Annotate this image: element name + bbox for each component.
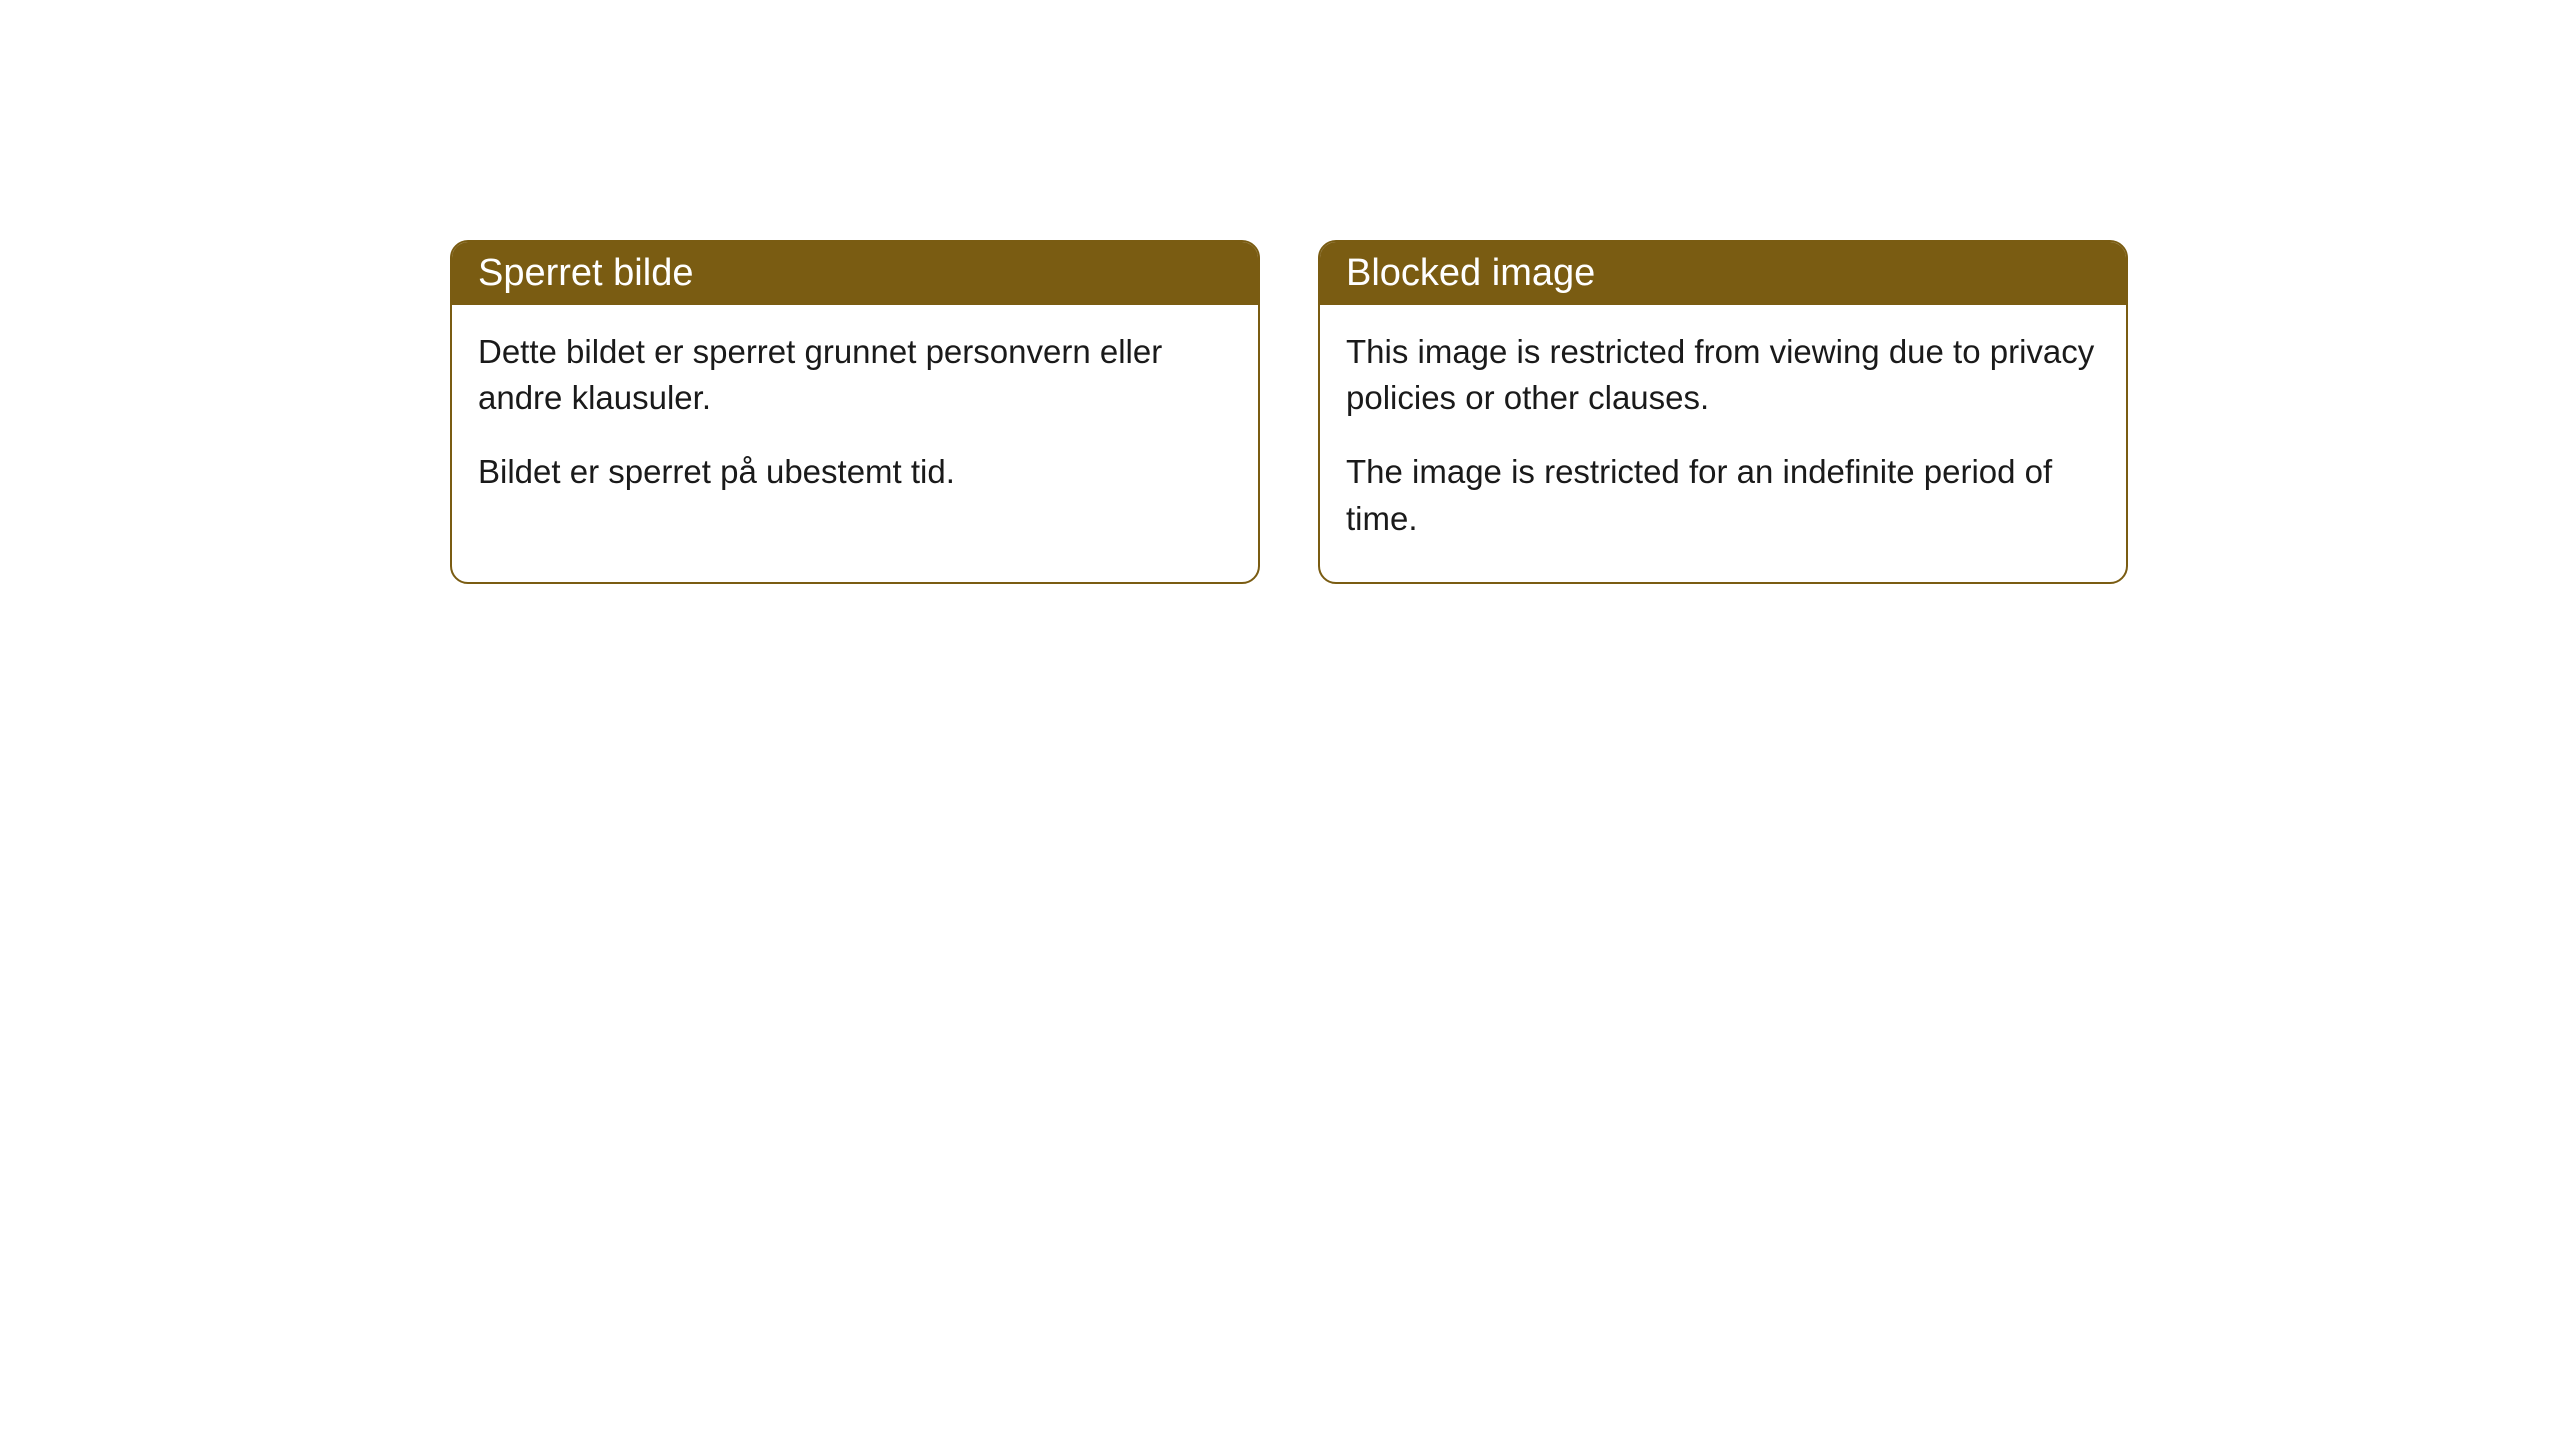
card-body-norwegian: Dette bildet er sperret grunnet personve… [452,305,1258,536]
card-header-norwegian: Sperret bilde [452,242,1258,305]
notice-card-norwegian: Sperret bilde Dette bildet er sperret gr… [450,240,1260,584]
card-title-norwegian: Sperret bilde [478,252,693,294]
notice-cards-container: Sperret bilde Dette bildet er sperret gr… [450,240,2128,584]
card-paragraph-norwegian-1: Dette bildet er sperret grunnet personve… [478,329,1232,421]
notice-card-english: Blocked image This image is restricted f… [1318,240,2128,584]
card-paragraph-english-1: This image is restricted from viewing du… [1346,329,2100,421]
card-body-english: This image is restricted from viewing du… [1320,305,2126,582]
card-header-english: Blocked image [1320,242,2126,305]
card-title-english: Blocked image [1346,252,1595,294]
card-paragraph-norwegian-2: Bildet er sperret på ubestemt tid. [478,449,1232,495]
card-paragraph-english-2: The image is restricted for an indefinit… [1346,449,2100,541]
